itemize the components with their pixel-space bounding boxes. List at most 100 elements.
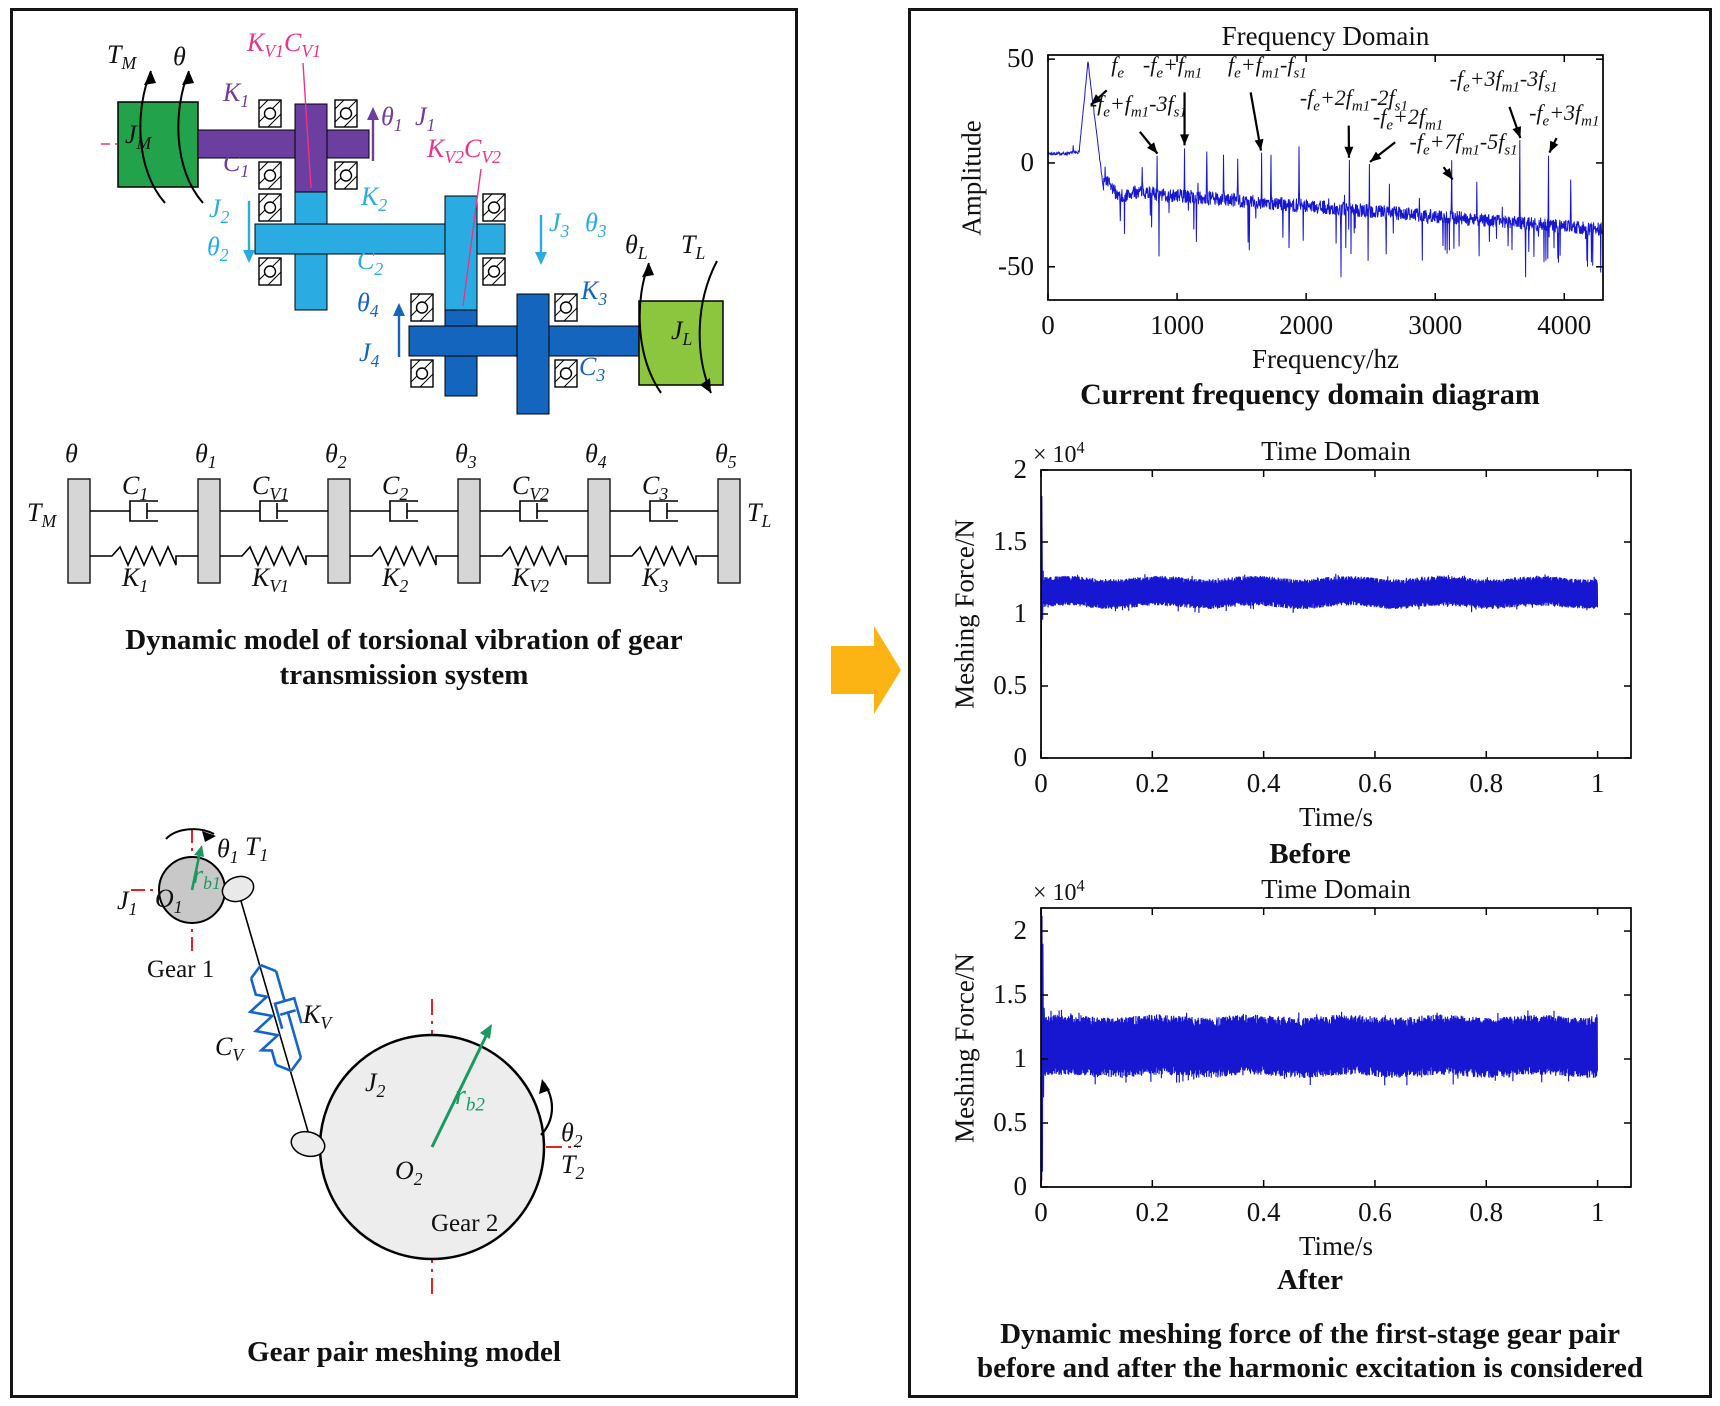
load-rotation-arc2 (698, 260, 718, 394)
plots-canvas (1040, 54, 1632, 1188)
label-gp-rb2: rb2 (455, 1080, 485, 1116)
y-tick-label: 1 (1013, 1043, 1028, 1074)
time-domain-plot-after (1040, 907, 1632, 1188)
label-j2: J2 (209, 194, 230, 228)
lumped-spring-label: KV1 (252, 563, 289, 597)
label-j1: J1 (415, 102, 436, 136)
motor-rotation-arc2 (177, 70, 204, 204)
mesh-spring-damper (247, 963, 303, 1073)
label-lumped-tm: TM (27, 498, 57, 532)
lumped-spring-label: K3 (642, 563, 669, 597)
arrowhead (1549, 140, 1559, 153)
spring-symbol (90, 545, 198, 567)
x-tick-label: 0 (1034, 1197, 1048, 1227)
label-tl: TL (681, 230, 706, 264)
y-tick-label: 2 (1013, 915, 1028, 946)
bearing-icon (334, 99, 358, 128)
right-panel: Current frequency domain diagram Before … (908, 8, 1712, 1398)
caption-before: Before (1269, 838, 1351, 870)
label-gp-j2: J2 (365, 1068, 386, 1102)
arrowhead (1254, 138, 1264, 151)
y-tick-label: 0 (1013, 1171, 1028, 1201)
arrowhead (144, 71, 156, 85)
freq-annotation: fe (1111, 51, 1125, 82)
caption-bottom: Dynamic meshing force of the first-stage… (911, 1317, 1709, 1385)
x-tick-label: 1 (1590, 768, 1605, 798)
y-tick-label: 1.5 (993, 526, 1027, 556)
kv2-leader (462, 168, 482, 307)
caption-frequency-diagram: Current frequency domain diagram (1080, 378, 1540, 411)
caption-dynamic-model: Dynamic model of torsional vibration of … (13, 623, 795, 693)
time-domain-plot-before (1040, 469, 1632, 759)
inertia-block (327, 478, 351, 584)
label-gear2: Gear 2 (431, 1210, 499, 1237)
x-axis-label: Frequency/hz (1252, 344, 1399, 374)
freq-annotation: -fe+2fm1-2fs1 (1299, 85, 1408, 115)
arrowhead (367, 107, 379, 120)
x-tick-label: 1 (1590, 1197, 1605, 1227)
y-axis-label: Amplitude (956, 119, 987, 236)
arrowhead (1442, 168, 1453, 180)
arrowhead (194, 845, 204, 857)
plot-title: Time Domain (1261, 436, 1411, 466)
arrowhead (1180, 134, 1190, 146)
lumped-damper-label: C3 (642, 471, 669, 505)
freq-annotation: -fe+fm1 (1142, 51, 1203, 82)
caption-line: Dynamic meshing force of the first-stage… (1000, 1318, 1620, 1350)
arrowhead (700, 378, 711, 393)
bearing-icon (482, 193, 506, 222)
y-tick-label: 50 (1007, 43, 1034, 74)
damper-symbol (610, 500, 718, 522)
arrowhead (1090, 94, 1103, 105)
label-gp-o1: O1 (155, 884, 183, 918)
axis-multiplier: × 104 (1033, 876, 1085, 906)
gear2-tooth (290, 1130, 326, 1158)
x-tick-label: 0.6 (1358, 768, 1392, 798)
x-tick-label: 4000 (1537, 310, 1592, 340)
axis-multiplier: × 104 (1033, 438, 1085, 468)
left-panel: TM θ JM K1 C1 KV1CV1 θ1 J1 J2 θ2 K2 C2 K… (10, 8, 798, 1398)
lumped-theta-label: θ4 (585, 439, 607, 473)
transmission-schematic (101, 62, 724, 415)
x-tick-label: 2000 (1279, 310, 1334, 340)
x-tick-label: 0.6 (1358, 1197, 1392, 1227)
spring-symbol (220, 545, 328, 567)
bearing-icon (334, 161, 358, 190)
label-k3: K3 (581, 276, 608, 310)
caption-gear-pair-model: Gear pair meshing model (247, 1336, 561, 1368)
label-gp-kv: KV (303, 1000, 332, 1034)
shaft1 (197, 129, 370, 159)
label-theta4: θ4 (357, 288, 379, 322)
y-axis-label: Meshing Force/N (949, 952, 980, 1143)
y-axis-label: Meshing Force/N (949, 519, 980, 709)
lumped-spring-label: KV2 (512, 563, 549, 597)
arrowhead (202, 831, 216, 842)
freq-annotation: -fe+2fm1 (1372, 103, 1444, 134)
x-tick-label: 0.8 (1469, 768, 1504, 798)
label-c2: C2 (357, 246, 384, 280)
inertia-block (67, 478, 91, 584)
label-theta1: θ1 (381, 102, 403, 136)
lumped-damper-label: C2 (382, 471, 409, 505)
label-theta3: θ3 (585, 208, 607, 242)
bearing-icon (258, 257, 282, 286)
caption-line: Dynamic model of torsional vibration of … (125, 624, 683, 656)
label-gp-t2: T2 (561, 1150, 585, 1184)
arrowhead (480, 1024, 492, 1039)
y-tick-label: 1.5 (993, 979, 1027, 1010)
y-tick-label: 0.5 (993, 670, 1027, 700)
label-gp-theta2: θ2 (561, 1118, 583, 1152)
y-tick-label: 0 (1013, 742, 1028, 772)
arrowhead (1370, 151, 1382, 162)
damper-symbol (220, 500, 328, 522)
bearing-icon (258, 193, 282, 222)
gear-pair-model (131, 828, 578, 1299)
lumped-damper-label: C1 (122, 471, 149, 505)
damper-symbol (350, 500, 458, 522)
lumped-parameter-model (67, 478, 741, 584)
lumped-damper-label: CV1 (252, 471, 289, 505)
lumped-theta-label: θ5 (715, 439, 737, 473)
label-gp-cv: CV (215, 1032, 244, 1066)
axes-box (1040, 907, 1632, 1188)
